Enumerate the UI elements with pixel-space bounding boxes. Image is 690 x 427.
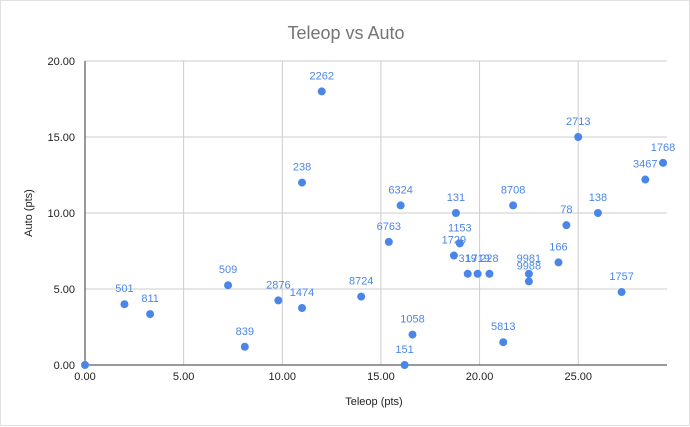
data-point-label: 131	[447, 192, 465, 204]
data-point-label: 78	[560, 204, 572, 216]
y-tick-label: 20.00	[47, 56, 75, 68]
data-point[interactable]	[593, 209, 602, 217]
data-point-label: 6763	[377, 221, 401, 233]
data-point-label: 166	[549, 241, 567, 253]
data-point[interactable]	[617, 288, 626, 297]
tick-labels: 0.00 5.00 10.00 15.00 20.00 25.00 0.00 5.00 10.0…	[47, 56, 592, 383]
x-tick-label: 25.00	[564, 371, 592, 383]
data-point[interactable]	[298, 304, 307, 312]
data-point[interactable]	[449, 251, 458, 260]
data-point-label: 8708	[501, 184, 525, 196]
axes	[84, 61, 667, 366]
data-point[interactable]	[357, 292, 366, 301]
data-point-label: 1719	[465, 253, 489, 265]
data-point-label: 2262	[310, 70, 334, 82]
x-tick-label: 20.00	[466, 371, 494, 383]
data-point[interactable]	[524, 269, 533, 278]
y-tick-label: 5.00	[54, 284, 75, 296]
data-point[interactable]	[396, 201, 405, 210]
y-tick-label: 15.00	[47, 132, 75, 144]
data-point[interactable]	[240, 342, 249, 351]
data-point-label: 1153	[448, 222, 472, 234]
x-tick-label: 5.00	[173, 371, 194, 383]
x-tick-label: 15.00	[367, 371, 395, 383]
data-point[interactable]	[473, 269, 482, 278]
x-tick-label: 10.00	[269, 371, 297, 383]
data-point[interactable]	[81, 361, 89, 369]
data-point[interactable]	[455, 239, 464, 248]
data-point[interactable]	[554, 258, 563, 267]
data-points	[81, 87, 668, 369]
data-point[interactable]	[524, 277, 533, 286]
data-point-label: 8724	[349, 276, 373, 288]
data-point[interactable]	[146, 310, 155, 319]
data-point[interactable]	[659, 158, 668, 167]
data-point-label: 3467	[633, 159, 657, 171]
data-point[interactable]	[485, 269, 494, 278]
data-point-label: 1768	[651, 142, 675, 154]
data-point[interactable]	[400, 361, 409, 369]
data-point-label: 839	[236, 326, 254, 338]
data-point[interactable]	[317, 87, 326, 96]
grid-lines	[85, 60, 667, 365]
data-point-label: 138	[589, 192, 607, 204]
data-point-label: 1757	[609, 271, 633, 283]
data-point[interactable]	[274, 296, 283, 305]
data-point[interactable]	[463, 269, 472, 278]
data-point[interactable]	[509, 201, 518, 210]
data-point-label: 9981	[517, 253, 541, 265]
data-point-label: 228	[480, 253, 498, 265]
data-point[interactable]	[384, 237, 393, 246]
data-point[interactable]	[641, 175, 650, 184]
data-point-label: 151	[395, 344, 413, 356]
data-point-label: 1729	[442, 235, 466, 247]
data-point-label: 319	[459, 253, 477, 265]
data-point-label: 238	[293, 162, 311, 174]
data-point-label: 6324	[388, 184, 412, 196]
data-point[interactable]	[451, 209, 460, 217]
data-point-label: 501	[115, 283, 133, 295]
y-tick-label: 0.00	[54, 360, 75, 372]
data-point-label: 811	[141, 293, 159, 305]
x-tick-label: 0.00	[74, 371, 95, 383]
chart-title: Teleop vs Auto	[287, 23, 404, 43]
data-point-label: 2713	[566, 116, 590, 128]
y-axis-title: Auto (pts)	[23, 189, 35, 237]
data-point-label: 1058	[400, 314, 424, 326]
data-point[interactable]	[408, 330, 417, 339]
data-point[interactable]	[224, 281, 233, 290]
data-point-label: 5813	[491, 321, 515, 333]
x-axis-title: Teleop (pts)	[345, 396, 402, 408]
data-point[interactable]	[574, 133, 583, 141]
data-point-label: 509	[219, 264, 237, 276]
data-point-label: 1474	[290, 287, 314, 299]
point-labels: 501 811 509 839 2876 238 1474 2262 8724 6763 6324 1…	[115, 70, 675, 356]
data-point[interactable]	[120, 300, 129, 309]
data-point-label: 2876	[266, 279, 290, 291]
data-point-label: 9988	[517, 260, 541, 272]
data-point[interactable]	[499, 338, 508, 347]
y-tick-label: 10.00	[47, 208, 75, 220]
data-point[interactable]	[298, 178, 307, 187]
data-point[interactable]	[562, 221, 571, 230]
